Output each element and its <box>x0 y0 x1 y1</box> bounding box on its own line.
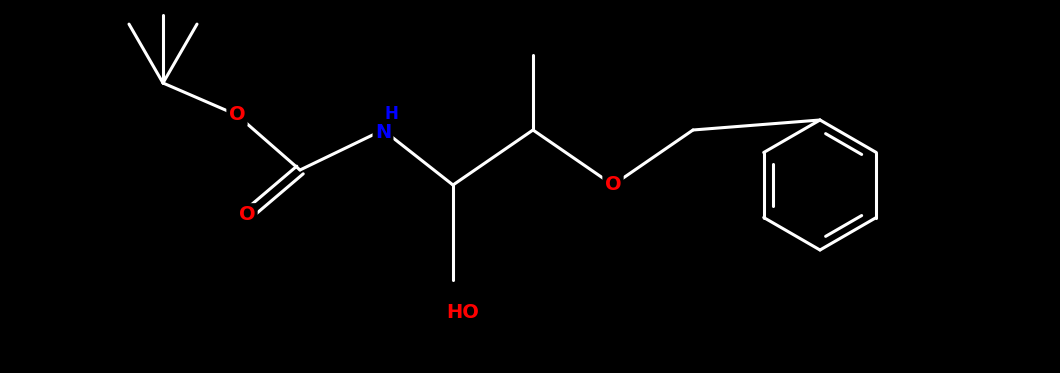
Text: H: H <box>384 105 398 123</box>
Text: HO: HO <box>446 303 479 322</box>
Text: O: O <box>604 176 621 194</box>
Text: N: N <box>375 122 391 141</box>
Text: O: O <box>238 206 255 225</box>
Text: O: O <box>229 106 245 125</box>
